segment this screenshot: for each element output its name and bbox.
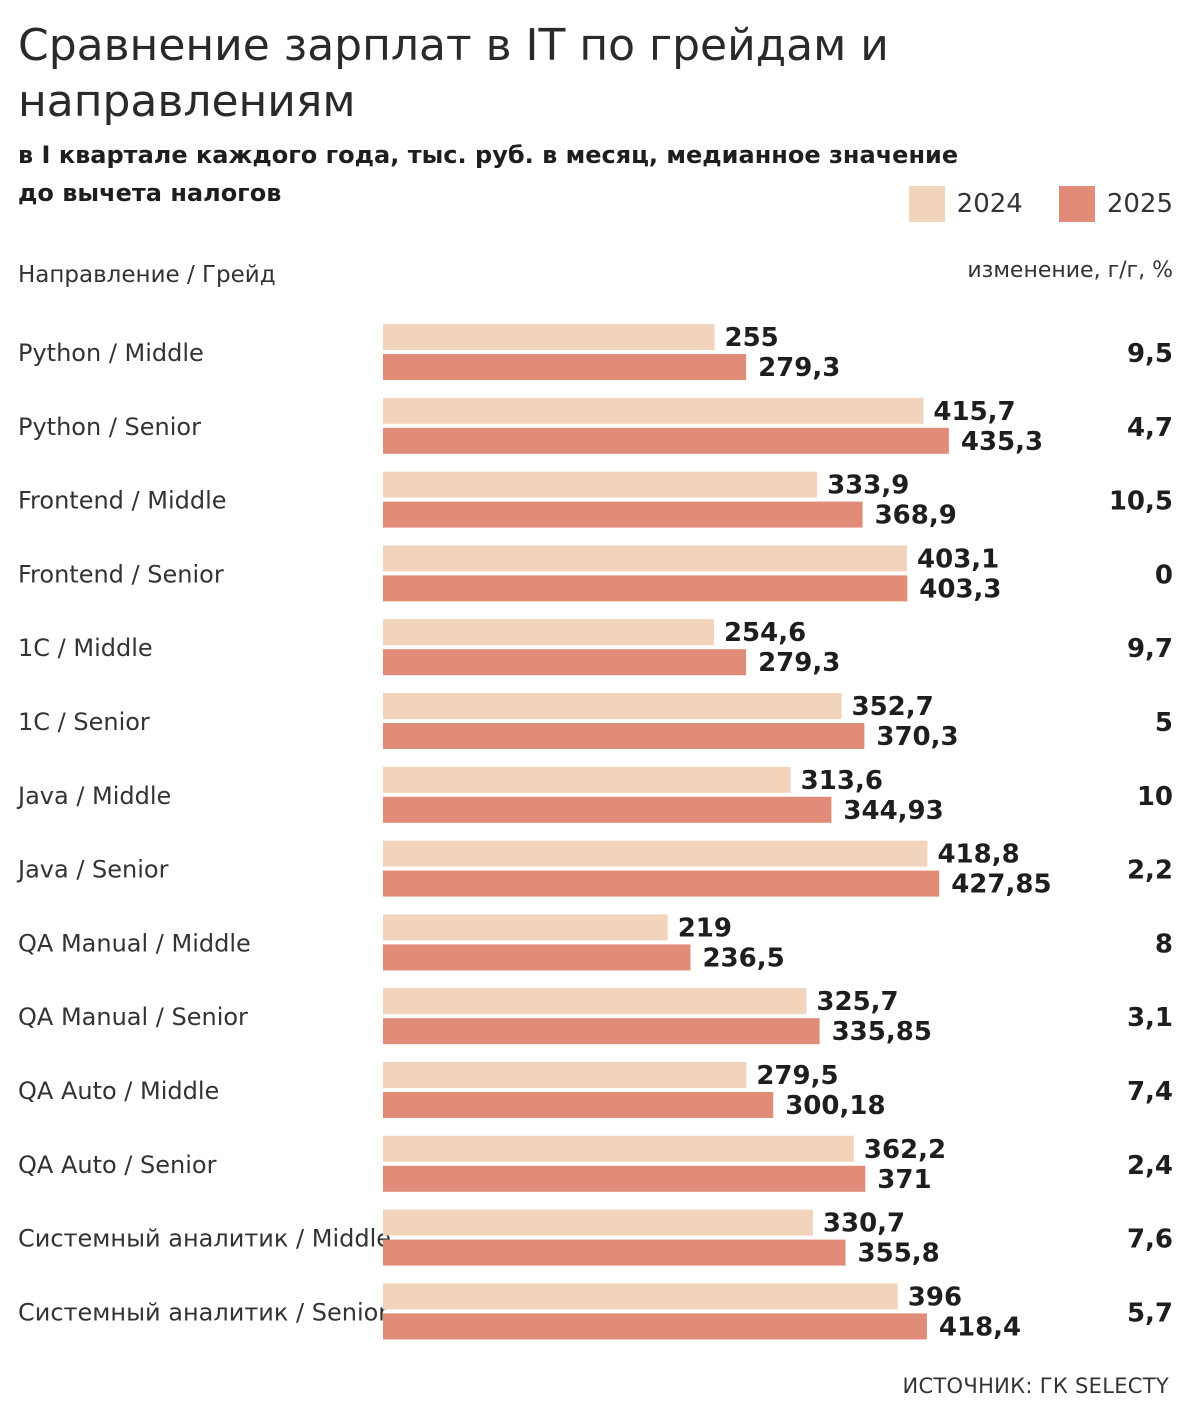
value-label-2025: 370,3 [876, 722, 958, 752]
bar-2024 [383, 988, 807, 1015]
bar-2025 [383, 575, 908, 602]
bar-2025 [383, 944, 691, 971]
change-value: 7,4 [1127, 1077, 1173, 1107]
value-label-2025: 279,3 [758, 648, 840, 678]
bar-2024 [383, 1209, 813, 1236]
value-label-2025: 300,18 [785, 1091, 885, 1121]
value-label-2025: 371 [877, 1165, 931, 1195]
category-column-header: Направление / Грейд [18, 262, 276, 288]
change-column-header: изменение, г/г, % [967, 258, 1173, 283]
value-label-2024: 333,9 [827, 471, 909, 501]
value-label-2024: 279,5 [756, 1061, 838, 1091]
value-label-2024: 325,7 [816, 987, 898, 1017]
bar-2025 [383, 1018, 820, 1045]
bar-2025 [383, 1092, 774, 1118]
change-value: 2,4 [1127, 1151, 1173, 1181]
bar-2025 [383, 1165, 866, 1192]
value-label-2024: 219 [678, 913, 732, 943]
legend-item-2024: 2024 [908, 186, 1023, 222]
bar-2025 [383, 427, 949, 454]
change-value: 9,5 [1127, 339, 1173, 369]
bar-2024 [383, 1283, 898, 1310]
change-value: 2,2 [1127, 856, 1173, 886]
value-label-2025: 344,93 [843, 796, 943, 826]
category-label: Системный аналитик / Senior [18, 1298, 388, 1326]
bar-2024 [383, 545, 908, 572]
change-value: 3,1 [1127, 1003, 1173, 1033]
category-label: Java / Senior [16, 856, 169, 884]
category-label: Python / Senior [18, 413, 201, 441]
value-label-2025: 427,85 [951, 870, 1051, 900]
category-label: Python / Middle [18, 339, 204, 367]
bar-2024 [383, 397, 924, 424]
value-label-2024: 255 [725, 323, 779, 353]
change-value: 5 [1155, 708, 1173, 738]
chart-subtitle: в I квартале каждого года, тыс. руб. в м… [18, 141, 959, 207]
legend-swatch-2025 [1058, 186, 1095, 222]
change-value: 4,7 [1127, 413, 1173, 443]
bar-2025 [383, 1239, 846, 1266]
category-label: 1C / Middle [18, 634, 153, 662]
category-label: Frontend / Senior [18, 560, 224, 588]
bar-2025 [383, 501, 863, 528]
bar-2025 [383, 354, 747, 380]
category-label: QA Manual / Senior [18, 1003, 248, 1031]
chart-title: Сравнение зарплат в IT по грейдам и напр… [18, 20, 889, 127]
value-label-2024: 418,8 [937, 840, 1019, 870]
value-label-2024: 396 [908, 1282, 962, 1312]
value-label-2024: 362,2 [864, 1135, 946, 1165]
bar-2025 [383, 1313, 927, 1340]
legend-item-2025: 2025 [1058, 186, 1173, 222]
bar-2024 [383, 914, 668, 941]
bar-2025 [383, 870, 940, 897]
value-label-2024: 352,7 [852, 692, 934, 722]
change-value: 9,7 [1127, 634, 1173, 664]
value-label-2024: 330,7 [823, 1209, 905, 1239]
bar-2024 [383, 693, 842, 719]
bar-2025 [383, 796, 832, 823]
change-value: 8 [1155, 929, 1173, 959]
bar-2024 [383, 840, 928, 867]
bar-2024 [383, 619, 714, 646]
change-value: 10 [1137, 782, 1173, 812]
bar-2024 [383, 1062, 747, 1088]
bar-2024 [383, 471, 818, 498]
category-label: Java / Middle [16, 782, 171, 810]
legend-swatch-2024 [908, 186, 945, 222]
category-label: 1C / Senior [18, 708, 150, 736]
value-label-2025: 236,5 [702, 943, 784, 973]
bar-2024 [383, 324, 715, 350]
category-label: QA Manual / Middle [18, 929, 251, 957]
change-value: 10,5 [1109, 487, 1173, 517]
value-label-2024: 415,7 [933, 397, 1015, 427]
bar-2024 [383, 1135, 854, 1162]
category-label: Системный аналитик / Middle [18, 1225, 391, 1253]
bar-2024 [383, 766, 791, 793]
value-label-2025: 368,9 [875, 501, 957, 531]
value-label-2025: 435,3 [961, 427, 1043, 457]
value-label-2024: 313,6 [801, 766, 883, 796]
value-label-2025: 279,3 [758, 353, 840, 383]
legend-label-2025: 2025 [1106, 189, 1173, 219]
value-label-2025: 418,4 [939, 1312, 1021, 1342]
bar-2025 [383, 649, 747, 676]
change-value: 7,6 [1127, 1225, 1173, 1255]
value-label-2025: 335,85 [832, 1017, 932, 1047]
value-label-2025: 403,3 [919, 574, 1001, 604]
category-label: Frontend / Middle [18, 487, 227, 515]
bar-2025 [383, 723, 865, 749]
category-label: QA Auto / Senior [18, 1151, 217, 1179]
legend-label-2024: 2024 [956, 189, 1023, 219]
change-value: 5,7 [1127, 1298, 1173, 1328]
category-label: QA Auto / Middle [18, 1077, 219, 1105]
value-label-2024: 403,1 [917, 544, 999, 574]
change-value: 0 [1155, 560, 1173, 590]
value-label-2024: 254,6 [724, 618, 806, 648]
value-label-2025: 355,8 [858, 1239, 940, 1269]
legend: 2024 2025 [873, 186, 1173, 222]
source-note: ИСТОЧНИК: ГК SELECTY [902, 1374, 1169, 1398]
